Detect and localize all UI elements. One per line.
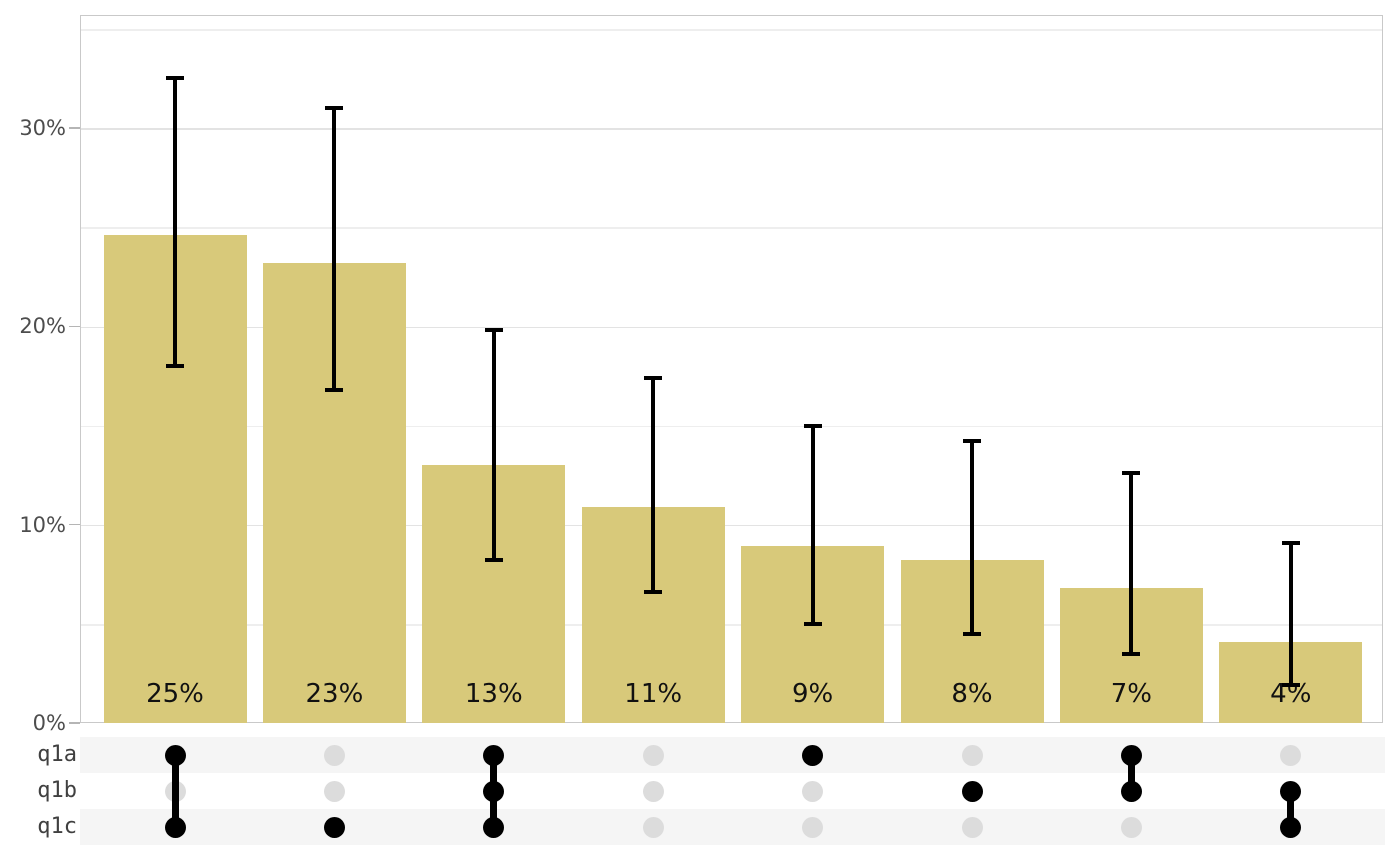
membership-dot-inactive <box>323 744 345 766</box>
error-bar <box>491 330 496 561</box>
bar-value-label: 13% <box>464 679 523 709</box>
error-bar-cap-bottom <box>325 387 344 392</box>
error-bar-cap-top <box>963 439 981 444</box>
membership-dot-active <box>483 780 505 802</box>
error-bar <box>1288 542 1293 686</box>
y-axis-tick-label: 30% <box>19 116 66 140</box>
error-bar-cap-bottom <box>1281 683 1300 688</box>
bar-value-label: 23% <box>305 679 364 709</box>
error-bar-cap-top <box>484 328 503 333</box>
membership-dot-inactive <box>642 744 664 766</box>
error-bar <box>173 78 177 366</box>
membership-dot-inactive <box>1280 744 1302 766</box>
membership-dot-active <box>1280 816 1302 838</box>
y-axis-tick-label: 0% <box>32 711 66 735</box>
membership-dot-active <box>323 816 345 838</box>
error-bar <box>810 425 815 624</box>
membership-dot-inactive <box>642 780 664 802</box>
gridline-major <box>81 326 1382 329</box>
gridline-minor <box>81 425 1382 428</box>
membership-connector <box>1127 755 1135 791</box>
matrix-row-stripe <box>80 737 1385 773</box>
set-row-label: q1b <box>37 778 77 803</box>
error-bar-cap-bottom <box>644 590 663 595</box>
membership-connector <box>1287 791 1295 827</box>
error-bar-cap-top <box>644 375 663 380</box>
matrix-row-stripe <box>80 809 1385 845</box>
set-row-label: q1a <box>37 742 77 767</box>
membership-dot-inactive <box>642 816 664 838</box>
gridline-major <box>81 524 1382 527</box>
gridline-minor <box>81 624 1382 626</box>
error-bar-cap-top <box>1122 471 1141 476</box>
membership-dot-inactive <box>961 744 983 766</box>
membership-dot-inactive <box>802 780 824 802</box>
membership-dot-inactive <box>802 816 824 838</box>
gridline-minor <box>81 227 1382 229</box>
membership-dot-active <box>483 816 505 838</box>
membership-dot-active <box>164 744 186 766</box>
error-bar-cap-bottom <box>963 631 981 636</box>
membership-dot-active <box>1120 744 1142 766</box>
error-bar <box>970 441 974 634</box>
membership-dot-inactive <box>1120 816 1142 838</box>
membership-dot-active <box>961 780 983 802</box>
y-axis-tick <box>69 523 80 526</box>
error-bar <box>1129 473 1134 654</box>
membership-dot-inactive <box>323 780 345 802</box>
membership-dot-active <box>1120 780 1142 802</box>
error-bar-cap-top <box>1281 540 1300 545</box>
gridline-major <box>81 128 1382 130</box>
bar-value-label: 8% <box>951 679 993 709</box>
error-bar-cap-top <box>325 106 344 111</box>
bar-value-label: 11% <box>624 679 683 709</box>
membership-dot-active <box>164 816 186 838</box>
bar-value-label: 7% <box>1110 679 1153 709</box>
membership-dot-active <box>1280 780 1302 802</box>
membership-dot-inactive <box>961 816 983 838</box>
y-axis-tick <box>69 722 80 724</box>
bar-value-label: 9% <box>791 679 834 709</box>
membership-dot-active <box>483 744 505 766</box>
error-bar-cap-bottom <box>1122 651 1141 656</box>
error-bar-cap-bottom <box>166 364 184 368</box>
y-axis-tick <box>69 325 80 328</box>
error-bar-cap-bottom <box>803 621 822 626</box>
y-axis-tick <box>69 127 80 129</box>
error-bar-cap-top <box>803 423 822 428</box>
error-bar <box>332 108 337 390</box>
y-axis-tick-label: 10% <box>19 512 66 537</box>
gridline-minor <box>81 29 1382 31</box>
membership-connector <box>171 755 179 827</box>
error-bar-cap-top <box>166 76 184 81</box>
error-bar <box>651 377 656 593</box>
y-axis-tick-label: 20% <box>19 314 66 339</box>
set-row-label: q1c <box>37 814 77 839</box>
membership-dot-active <box>802 744 824 766</box>
bar-value-label: 25% <box>146 679 204 709</box>
error-bar-cap-bottom <box>484 558 503 563</box>
